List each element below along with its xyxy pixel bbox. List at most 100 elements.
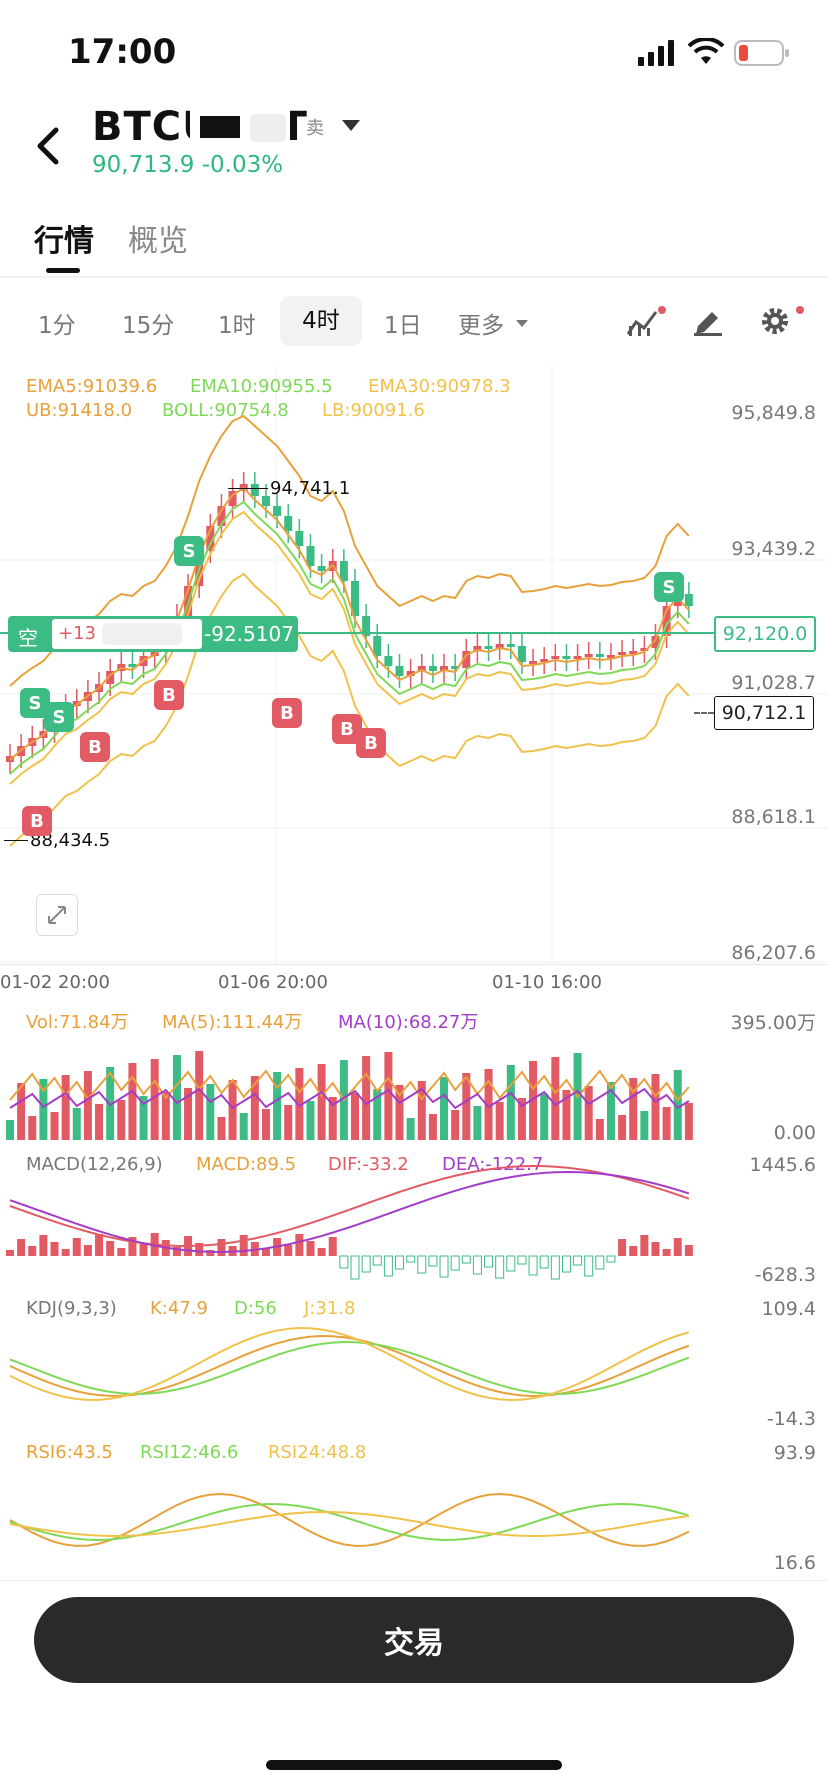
candle-body — [351, 581, 359, 616]
wifi-icon — [688, 38, 724, 64]
candle-body — [206, 526, 215, 551]
rsi24-label: RSI24:48.8 — [268, 1442, 367, 1463]
buy-signal[interactable]: B — [80, 732, 110, 762]
upper-band-line — [9, 414, 690, 687]
timeframe-more[interactable]: 更多 — [458, 313, 504, 339]
ema5-line — [9, 486, 690, 761]
fullscreen-button[interactable] — [36, 894, 78, 936]
timeframe-1d[interactable]: 1日 — [384, 313, 422, 339]
timeframe-1m[interactable]: 1分 — [38, 313, 76, 339]
volume-bar — [117, 1100, 126, 1140]
kline-chart[interactable]: EMA5:91039.6 EMA10:90955.5 EMA30:90978.3… — [0, 366, 828, 966]
draw-pen-icon[interactable] — [692, 306, 724, 336]
rsi6-line — [9, 1492, 690, 1547]
gear-icon[interactable] — [760, 306, 790, 336]
macd-histogram-bar — [629, 1246, 638, 1256]
candle-body — [440, 666, 449, 671]
kline-grid — [0, 366, 828, 966]
chevron-down-icon[interactable] — [516, 320, 528, 328]
dif-value: DIF:-33.2 — [328, 1154, 409, 1175]
volume-bar — [284, 1105, 293, 1140]
volume-bar — [362, 1056, 371, 1140]
macd-histogram-bar — [28, 1246, 37, 1256]
volume-bar — [261, 1109, 270, 1140]
macd-histogram-bar — [83, 1245, 92, 1256]
macd-histogram-bar — [317, 1248, 326, 1256]
candle-body — [128, 664, 137, 667]
candle-body — [629, 651, 638, 654]
chevron-down-icon[interactable] — [342, 120, 360, 132]
position-side: 空 — [18, 626, 38, 650]
macd-histogram-bar — [295, 1234, 304, 1256]
time-axis-label: 01-10 16:00 — [492, 972, 602, 993]
tab-market[interactable]: 行情 — [34, 224, 94, 259]
rsi-axis-bottom: 16.6 — [773, 1552, 816, 1574]
time-axis-divider — [0, 964, 828, 965]
candle-body — [250, 484, 259, 496]
ema30-line — [9, 510, 690, 785]
macd-histogram-bar — [539, 1255, 549, 1269]
macd-title: MACD(12,26,9) — [26, 1154, 163, 1175]
macd-histogram-bar — [517, 1255, 527, 1265]
volume-panel[interactable]: Vol:71.84万 MA(5):111.44万 MA(10):68.27万 3… — [0, 1000, 828, 1146]
timeframe-1h[interactable]: 1时 — [218, 313, 256, 339]
candle-body — [417, 666, 426, 671]
kdj-d: D:56 — [234, 1298, 277, 1319]
buy-signal[interactable]: B — [22, 806, 52, 836]
candle-body — [228, 491, 237, 506]
kdj-axis-top: 109.4 — [761, 1298, 816, 1320]
candle-body — [373, 636, 382, 656]
volume-bar — [373, 1089, 382, 1140]
candle-body — [295, 531, 304, 546]
rsi12-label: RSI12:46.6 — [140, 1442, 239, 1463]
macd-histogram-bar — [195, 1243, 204, 1256]
last-price: 90,713.9 -0.03% — [92, 152, 284, 178]
position-pnl: -92.5107 — [204, 622, 294, 646]
sell-signal[interactable]: S — [44, 702, 74, 732]
kdj-title: KDJ(9,3,3) — [26, 1298, 117, 1319]
sell-signal[interactable]: S — [654, 572, 684, 602]
panel-bottom-divider — [0, 1580, 828, 1581]
ema30-label: EMA30:90978.3 — [368, 376, 511, 397]
macd-histogram-bar — [428, 1255, 438, 1267]
macd-histogram-bar — [6, 1250, 14, 1256]
ub-label: UB:91418.0 — [26, 400, 133, 421]
volume-bar — [651, 1074, 660, 1140]
tab-overview[interactable]: 概览 — [128, 224, 188, 259]
macd-histogram-bar — [662, 1249, 671, 1256]
timeframe-15m[interactable]: 15分 — [122, 313, 175, 339]
candle-body — [339, 561, 348, 581]
macd-histogram-bar — [573, 1255, 583, 1266]
back-icon[interactable] — [34, 126, 60, 166]
volume-bar — [250, 1076, 259, 1140]
position-left-value: +13 — [58, 623, 96, 644]
kdj-j: J:31.8 — [304, 1298, 356, 1319]
price-axis-label: 88,618.1 — [731, 806, 816, 828]
timeframe-4h[interactable]: 4时 — [280, 296, 362, 346]
sell-signal[interactable]: S — [174, 536, 204, 566]
macd-panel[interactable]: MACD(12,26,9) MACD:89.5 DIF:-33.2 DEA:-1… — [0, 1146, 828, 1296]
volume-bar — [17, 1083, 26, 1140]
candle-body — [640, 648, 649, 651]
candle-body — [217, 506, 226, 526]
buy-signal[interactable]: B — [356, 728, 386, 758]
price-axis-label: 86,207.6 — [731, 942, 816, 964]
status-bar: 17:00 — [0, 0, 828, 80]
macd-histogram-bar — [450, 1255, 460, 1271]
current-price-line — [694, 712, 714, 714]
trade-button[interactable]: 交易 — [34, 1597, 794, 1683]
indicator-icon[interactable] — [626, 304, 660, 338]
macd-histogram-bar — [673, 1238, 682, 1256]
volume-bar — [28, 1116, 37, 1140]
rsi-panel[interactable]: RSI6:43.5 RSI12:46.6 RSI24:48.8 93.9 16.… — [0, 1440, 828, 1580]
buy-signal[interactable]: B — [154, 680, 184, 710]
macd-histogram-bar — [206, 1250, 215, 1256]
buy-signal[interactable]: B — [272, 698, 302, 728]
kdj-panel[interactable]: KDJ(9,3,3) K:47.9 D:56 J:31.8 109.4 -14.… — [0, 1296, 828, 1442]
position-tag[interactable]: 空 +13 -92.5107 — [8, 616, 298, 652]
volume-plot — [6, 1051, 693, 1140]
volume-bar — [484, 1069, 493, 1140]
redaction-overlay — [190, 104, 290, 148]
candle-body — [362, 616, 371, 636]
volume-bar — [217, 1117, 226, 1140]
